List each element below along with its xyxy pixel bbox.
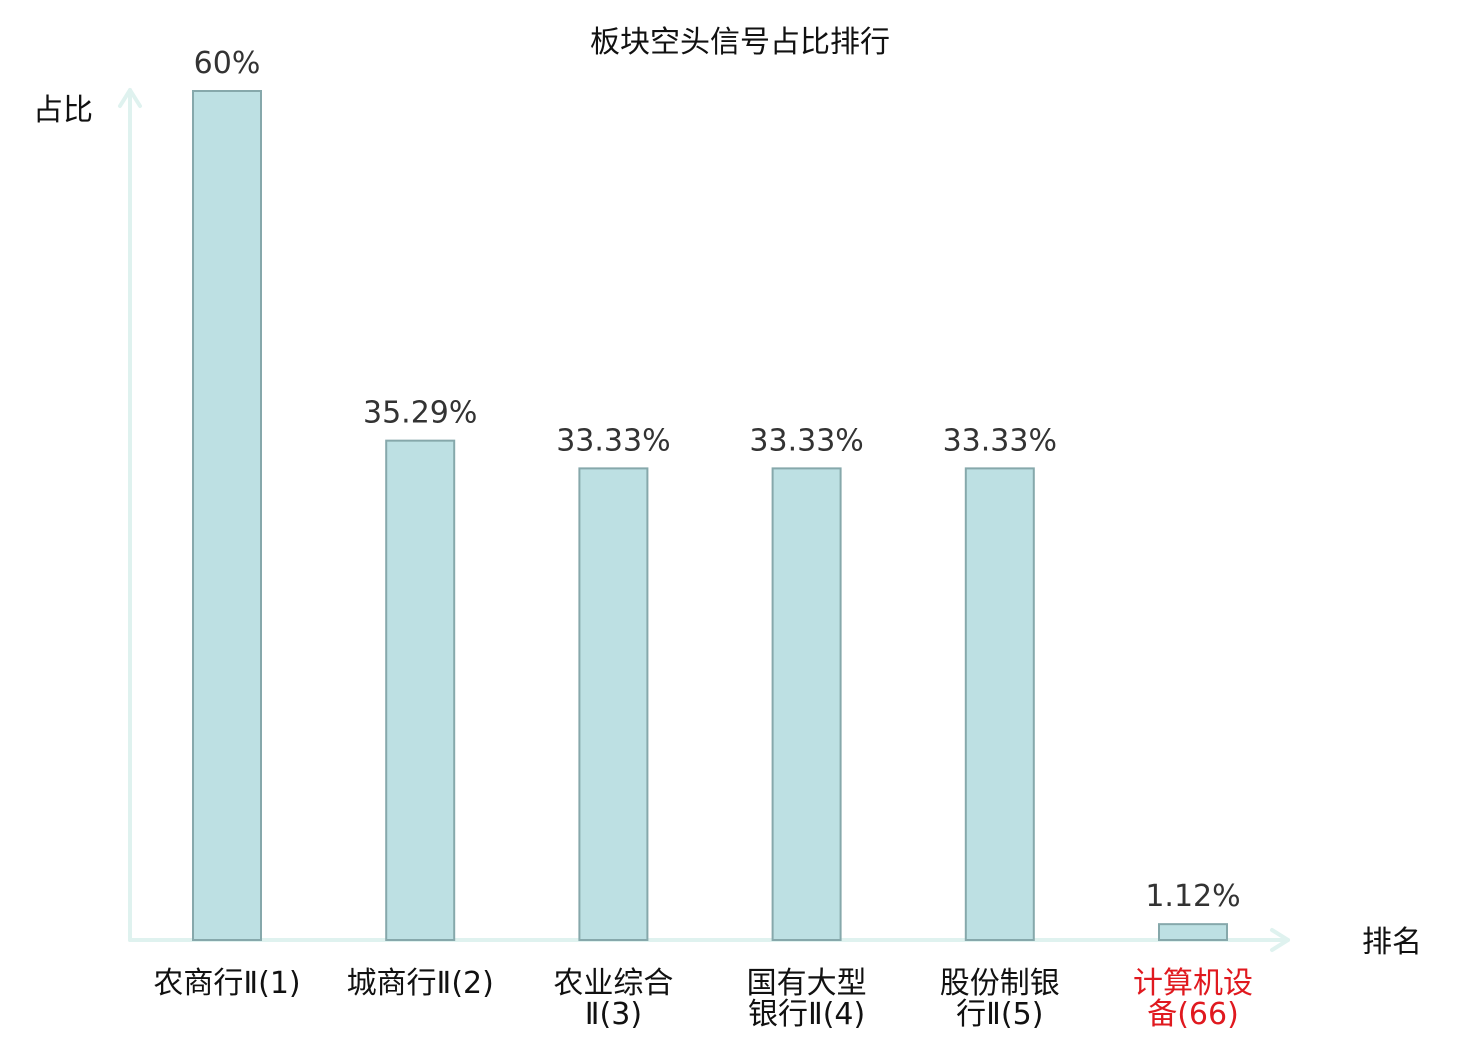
category-label-line: Ⅱ(3) [585, 997, 642, 1032]
category-label-line: 计算机设 [1133, 966, 1253, 1001]
category-label-line: 国有大型 [747, 966, 867, 1001]
value-labels-group: 60% 35.29% 33.33% 33.33% 33.33% 1.12% [194, 46, 1241, 914]
category-label-line: 行Ⅱ(5) [956, 997, 1043, 1032]
bar-value-label: 60% [194, 46, 261, 81]
bar-value-label: 1.12% [1145, 879, 1240, 914]
bar [385, 439, 456, 941]
x-axis-arrow [1270, 928, 1290, 952]
bar [771, 467, 842, 941]
bar-value-label: 35.29% [363, 396, 477, 431]
category-label-line: 银行Ⅱ(4) [748, 997, 865, 1032]
bar-value-label: 33.33% [749, 423, 863, 458]
category-label-line: 农业综合 [553, 966, 673, 1001]
category-label: 农业综合 Ⅱ(3) [553, 966, 673, 1032]
category-label-line: 备(66) [1147, 997, 1239, 1032]
x-axis-label: 排名 [1362, 925, 1422, 960]
bar [964, 467, 1035, 941]
bar [578, 467, 649, 941]
chart-title: 板块空头信号占比排行 [590, 25, 890, 60]
bars-group [192, 90, 1228, 941]
category-label: 股份制银行Ⅱ(5) [940, 966, 1060, 1032]
y-axis-arrow [118, 88, 142, 108]
bar-value-label: 33.33% [943, 423, 1057, 458]
y-axis-label: 占比 [33, 93, 93, 128]
category-label-line: 城商行Ⅱ(2) [347, 966, 494, 1001]
axes [118, 88, 1290, 952]
bar-value-label: 33.33% [556, 423, 670, 458]
category-label-line: 农商行Ⅱ(1) [153, 966, 300, 1001]
bar [192, 90, 262, 941]
category-label: 城商行Ⅱ(2) [347, 966, 494, 1001]
category-label: 国有大型银行Ⅱ(4) [747, 966, 867, 1032]
bar [1158, 923, 1228, 941]
category-label-highlighted: 计算机设备(66) [1133, 966, 1253, 1032]
category-label-line: 股份制银 [940, 966, 1060, 1001]
category-label: 农商行Ⅱ(1) [153, 966, 300, 1001]
category-labels-group: 农商行Ⅱ(1) 城商行Ⅱ(2) 农业综合 Ⅱ(3) 国有大型银行Ⅱ(4) 股份制银行Ⅱ(5… [153, 966, 1253, 1032]
